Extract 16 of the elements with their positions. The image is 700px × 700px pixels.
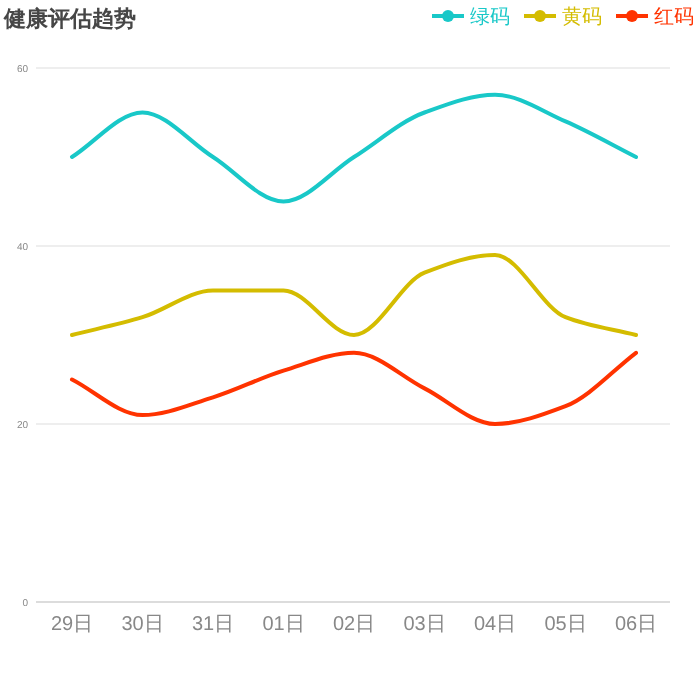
legend-label: 绿码 — [470, 7, 510, 29]
x-tick-label: 02日 — [332, 614, 376, 636]
line-series — [70, 350, 638, 426]
x-tick-label: 05日 — [544, 614, 587, 636]
x-tick-label: 31日 — [191, 614, 235, 636]
legend-label: 黄码 — [562, 5, 602, 29]
line-series — [70, 92, 638, 204]
line-series — [70, 252, 638, 337]
x-tick-label: 04日 — [473, 614, 517, 636]
legend-label: 红码 — [654, 5, 694, 29]
chart-title: 健康评估趋势 — [2, 6, 136, 32]
x-tick-label: 29日 — [50, 614, 94, 636]
x-tick-label: 30日 — [121, 614, 164, 636]
x-tick-label: 06日 — [614, 614, 658, 636]
x-tick-label: 03日 — [403, 614, 446, 636]
x-tick-label: 01日 — [262, 614, 305, 636]
